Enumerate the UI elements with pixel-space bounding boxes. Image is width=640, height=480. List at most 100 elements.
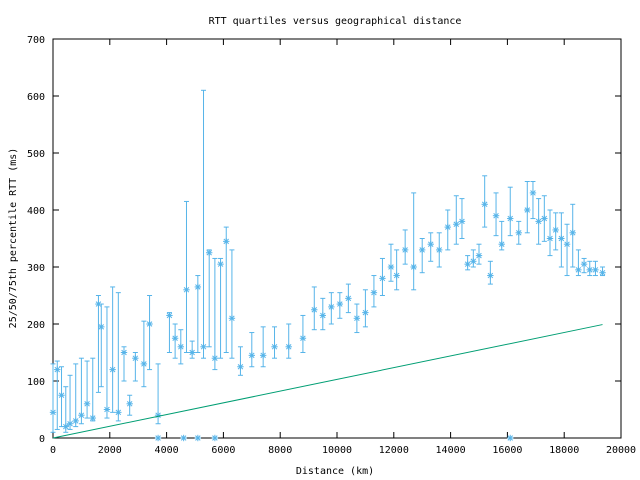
marker-stroke bbox=[155, 435, 161, 441]
marker-stroke bbox=[459, 218, 465, 225]
marker-stroke bbox=[320, 312, 326, 319]
median-marker bbox=[126, 400, 133, 407]
marker-stroke bbox=[212, 435, 218, 441]
median-marker bbox=[62, 423, 69, 430]
marker-stroke bbox=[285, 344, 292, 350]
median-marker bbox=[524, 206, 531, 214]
median-marker bbox=[379, 275, 386, 282]
median-marker bbox=[507, 215, 514, 222]
median-marker bbox=[146, 320, 153, 328]
zero-rtt-marker bbox=[507, 434, 514, 442]
marker-stroke bbox=[58, 392, 65, 399]
y-tick-label: 100 bbox=[27, 377, 45, 388]
marker-stroke bbox=[569, 230, 576, 236]
median-marker bbox=[393, 272, 400, 279]
chart-title: RTT quartiles versus geographical distan… bbox=[209, 16, 462, 27]
marker-stroke bbox=[166, 312, 173, 319]
marker-stroke bbox=[419, 247, 425, 253]
median-marker bbox=[529, 189, 537, 197]
marker-stroke bbox=[345, 295, 352, 302]
marker-stroke bbox=[54, 366, 61, 373]
marker-stroke bbox=[223, 238, 229, 245]
marker-stroke bbox=[558, 235, 565, 242]
marker-stroke bbox=[183, 287, 190, 293]
marker-stroke bbox=[260, 352, 266, 359]
y-tick-label: 600 bbox=[27, 92, 45, 103]
y-tick-label: 500 bbox=[27, 149, 45, 160]
marker-stroke bbox=[371, 289, 377, 296]
median-marker bbox=[427, 241, 434, 248]
marker-stroke bbox=[206, 249, 212, 256]
x-tick-label: 8000 bbox=[268, 445, 292, 456]
median-marker bbox=[569, 229, 576, 236]
median-marker bbox=[580, 260, 588, 268]
marker-stroke bbox=[217, 261, 224, 267]
median-marker bbox=[558, 235, 565, 242]
median-marker bbox=[436, 246, 443, 254]
median-marker bbox=[336, 300, 344, 308]
marker-stroke bbox=[115, 409, 122, 416]
x-tick-label: 16000 bbox=[492, 445, 522, 456]
marker-stroke bbox=[599, 269, 606, 276]
marker-stroke bbox=[229, 315, 235, 322]
marker-stroke bbox=[575, 267, 582, 273]
median-marker bbox=[200, 343, 207, 350]
median-marker bbox=[546, 235, 554, 242]
median-marker bbox=[78, 412, 85, 419]
median-marker bbox=[410, 263, 417, 271]
median-marker bbox=[535, 218, 542, 225]
median-marker bbox=[475, 252, 483, 259]
plot-frame bbox=[52, 38, 622, 439]
marker-stroke bbox=[311, 306, 318, 313]
marker-stroke bbox=[388, 264, 394, 270]
median-marker bbox=[259, 352, 267, 359]
x-tick-label: 14000 bbox=[436, 445, 466, 456]
marker-stroke bbox=[493, 212, 499, 219]
marker-stroke bbox=[445, 224, 451, 230]
marker-stroke bbox=[172, 335, 178, 342]
median-marker bbox=[515, 229, 522, 236]
marker-stroke bbox=[98, 324, 105, 330]
marker-stroke bbox=[104, 406, 110, 413]
marker-stroke bbox=[587, 267, 593, 273]
median-marker bbox=[453, 221, 460, 228]
marker-stroke bbox=[67, 420, 73, 427]
x-tick-label: 12000 bbox=[379, 445, 409, 456]
marker-stroke bbox=[564, 241, 570, 247]
median-marker bbox=[487, 272, 494, 279]
marker-stroke bbox=[476, 252, 482, 259]
x-tick-label: 10000 bbox=[322, 445, 352, 456]
median-marker bbox=[154, 412, 162, 419]
median-marker bbox=[58, 392, 65, 399]
marker-stroke bbox=[300, 335, 306, 342]
median-marker bbox=[223, 238, 230, 245]
marker-stroke bbox=[328, 304, 335, 310]
marker-stroke bbox=[271, 344, 278, 350]
marker-stroke bbox=[487, 272, 494, 279]
marker-stroke bbox=[63, 423, 69, 430]
median-marker bbox=[563, 241, 571, 248]
median-marker bbox=[194, 283, 202, 291]
median-marker bbox=[464, 260, 471, 268]
median-marker bbox=[370, 289, 378, 296]
marker-stroke bbox=[552, 227, 559, 233]
median-marker bbox=[183, 286, 190, 293]
marker-stroke bbox=[498, 241, 505, 247]
median-marker bbox=[177, 343, 184, 350]
x-tick-label: 6000 bbox=[211, 445, 235, 456]
marker-stroke bbox=[95, 301, 102, 307]
median-marker bbox=[498, 241, 505, 248]
median-marker bbox=[458, 218, 466, 225]
median-marker bbox=[140, 360, 148, 368]
median-marker bbox=[228, 315, 236, 322]
marker-stroke bbox=[237, 363, 244, 370]
marker-stroke bbox=[581, 261, 587, 267]
marker-stroke bbox=[507, 435, 513, 441]
median-marker bbox=[66, 420, 74, 427]
median-marker bbox=[166, 312, 173, 319]
marker-stroke bbox=[410, 264, 417, 270]
median-marker bbox=[188, 349, 196, 356]
median-marker bbox=[120, 349, 128, 356]
median-marker bbox=[470, 258, 477, 265]
marker-stroke bbox=[109, 366, 116, 373]
